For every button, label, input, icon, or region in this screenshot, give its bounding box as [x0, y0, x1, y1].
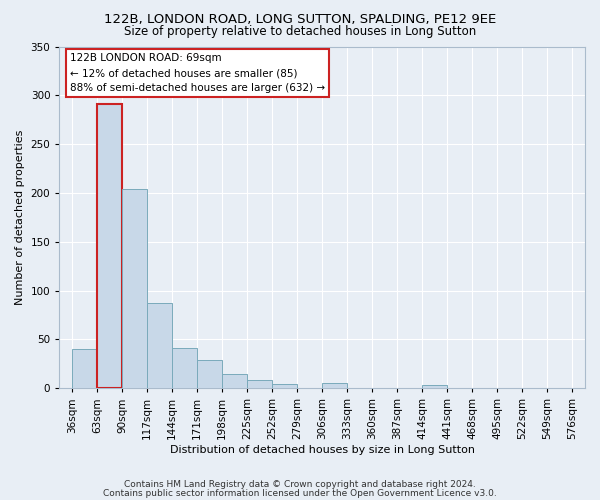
Bar — [222, 374, 247, 388]
Text: Size of property relative to detached houses in Long Sutton: Size of property relative to detached ho… — [124, 25, 476, 38]
Bar — [272, 384, 297, 388]
Bar — [72, 349, 97, 389]
Bar — [322, 384, 347, 388]
Bar — [247, 380, 272, 388]
Text: Contains public sector information licensed under the Open Government Licence v3: Contains public sector information licen… — [103, 489, 497, 498]
Bar — [172, 348, 197, 389]
Text: 122B LONDON ROAD: 69sqm
← 12% of detached houses are smaller (85)
88% of semi-de: 122B LONDON ROAD: 69sqm ← 12% of detache… — [70, 54, 325, 93]
Y-axis label: Number of detached properties: Number of detached properties — [15, 130, 25, 305]
Bar — [422, 386, 448, 388]
Bar — [122, 189, 147, 388]
Text: 122B, LONDON ROAD, LONG SUTTON, SPALDING, PE12 9EE: 122B, LONDON ROAD, LONG SUTTON, SPALDING… — [104, 12, 496, 26]
Bar — [147, 304, 172, 388]
Bar — [197, 360, 222, 388]
Bar — [97, 104, 122, 389]
X-axis label: Distribution of detached houses by size in Long Sutton: Distribution of detached houses by size … — [170, 445, 475, 455]
Text: Contains HM Land Registry data © Crown copyright and database right 2024.: Contains HM Land Registry data © Crown c… — [124, 480, 476, 489]
